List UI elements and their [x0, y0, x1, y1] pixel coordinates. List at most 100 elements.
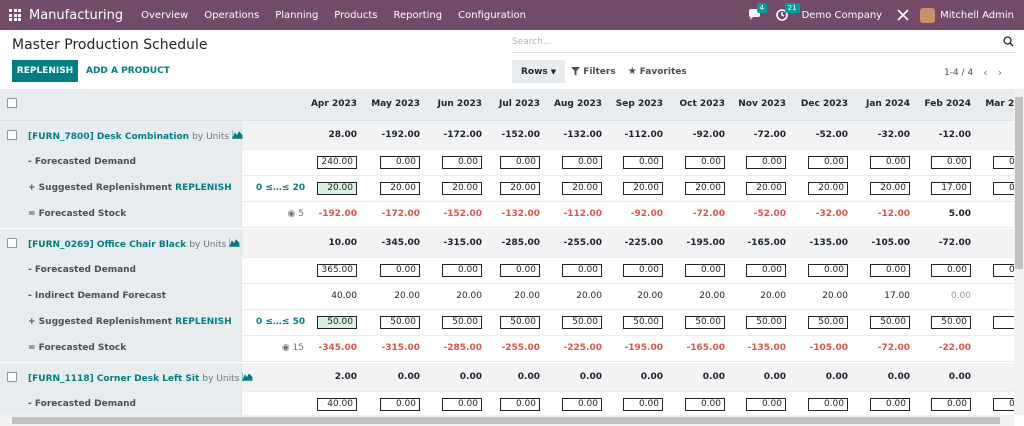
quantity-input[interactable]: 0.00	[746, 264, 786, 277]
quantity-input[interactable]: 50.00	[442, 316, 482, 329]
apps-menu-icon[interactable]	[9, 9, 21, 21]
quantity-input[interactable]: 20.00	[442, 182, 482, 195]
quantity-input[interactable]: 0.00	[808, 264, 848, 277]
quantity-input[interactable]: 17.00	[931, 182, 971, 195]
quantity-input[interactable]: 0.00	[931, 156, 971, 169]
quantity-input[interactable]: 0.00	[993, 182, 1014, 195]
quantity-input[interactable]: 0.00	[993, 398, 1014, 411]
menu-configuration[interactable]: Configuration	[458, 9, 526, 21]
quantity-input[interactable]: 0.00	[870, 156, 910, 169]
replenish-button[interactable]: REPLENISH	[12, 60, 78, 82]
menu-products[interactable]: Products	[334, 9, 378, 21]
quantity-input[interactable]: 50.00	[685, 316, 725, 329]
quantity-input[interactable]: 0.00	[623, 398, 663, 411]
chart-icon[interactable]	[231, 130, 244, 140]
product-name[interactable]: [FURN_7800] Desk Combination by Units	[28, 130, 244, 142]
quantity-input[interactable]: 0.00	[442, 264, 482, 277]
quantity-input[interactable]: 50.00	[623, 316, 663, 329]
quantity-input[interactable]: 0.00	[746, 398, 786, 411]
favorites-dropdown[interactable]: ★ Favorites	[622, 66, 693, 77]
chart-icon[interactable]	[228, 238, 241, 248]
add-product-button[interactable]: ADD A PRODUCT	[86, 66, 170, 76]
quantity-input[interactable]: 0.00	[808, 398, 848, 411]
quantity-input[interactable]: 3	[993, 316, 1014, 329]
quantity-input[interactable]: 0.00	[562, 156, 602, 169]
quantity-input[interactable]: 0.00	[562, 398, 602, 411]
min-max-range[interactable]: 0 ≤…≤ 50	[256, 317, 306, 327]
quantity-input[interactable]: 0.00	[993, 156, 1014, 169]
quantity-input[interactable]: 0.00	[380, 156, 420, 169]
horizontal-scrollbar[interactable]	[0, 415, 1014, 426]
debug-tools-icon[interactable]	[896, 8, 910, 22]
quantity-input[interactable]: 365.00	[317, 264, 357, 277]
user-menu[interactable]: Mitchell Admin	[920, 7, 1014, 23]
quantity-input[interactable]: 20.00	[623, 182, 663, 195]
pager-value[interactable]: 1-4 / 4	[944, 67, 974, 78]
menu-overview[interactable]: Overview	[141, 9, 189, 21]
quantity-input[interactable]: 20.00	[317, 182, 357, 195]
quantity-input[interactable]: 50.00	[500, 316, 540, 329]
quantity-input[interactable]: 20.00	[870, 182, 910, 195]
quantity-input[interactable]: 0.00	[500, 398, 540, 411]
messages-button[interactable]: 4	[748, 3, 768, 21]
quantity-input[interactable]: 50.00	[562, 316, 602, 329]
quantity-input[interactable]: 240.00	[317, 156, 357, 169]
row-replenish-link[interactable]: REPLENISH	[175, 183, 232, 193]
quantity-input[interactable]: 0.00	[746, 156, 786, 169]
quantity-input[interactable]: 50.00	[380, 316, 420, 329]
quantity-input[interactable]: 20.00	[562, 182, 602, 195]
quantity-input[interactable]: 0.00	[562, 264, 602, 277]
quantity-input[interactable]: 0.00	[442, 398, 482, 411]
filters-dropdown[interactable]: Filters	[565, 67, 622, 77]
quantity-input[interactable]: 0.00	[442, 156, 482, 169]
select-all-checkbox[interactable]	[7, 98, 17, 108]
chevron-right-icon[interactable]: ›	[997, 66, 1002, 79]
company-switcher[interactable]: Demo Company	[801, 9, 883, 21]
min-max-range[interactable]: 0 ≤…≤ 20	[256, 183, 306, 193]
menu-planning[interactable]: Planning	[275, 9, 319, 21]
quantity-input[interactable]: 20.00	[808, 182, 848, 195]
quantity-input[interactable]: 0.00	[500, 264, 540, 277]
vertical-scrollbar[interactable]	[1014, 89, 1024, 415]
app-brand[interactable]: Manufacturing	[29, 7, 124, 23]
quantity-input[interactable]: 50.00	[870, 316, 910, 329]
chart-icon[interactable]	[242, 372, 254, 382]
search-icon[interactable]	[1003, 36, 1014, 47]
product-title[interactable]: [FURN_0269] Office Chair Black	[28, 240, 187, 250]
product-checkbox[interactable]	[7, 130, 17, 140]
quantity-input[interactable]: 0.00	[931, 264, 971, 277]
row-replenish-link[interactable]: REPLENISH	[175, 317, 232, 327]
search-input[interactable]	[512, 33, 992, 51]
quantity-input[interactable]: 0.00	[380, 264, 420, 277]
product-name[interactable]: [FURN_1118] Corner Desk Left Sit by Unit…	[28, 372, 254, 384]
quantity-input[interactable]: 20.00	[685, 182, 725, 195]
quantity-input[interactable]: 50.00	[808, 316, 848, 329]
quantity-input[interactable]: 0.00	[623, 156, 663, 169]
product-title[interactable]: [FURN_1118] Corner Desk Left Sit	[28, 374, 200, 384]
rows-dropdown[interactable]: Rows ▼	[512, 60, 566, 83]
quantity-input[interactable]: 0.00	[685, 156, 725, 169]
quantity-input[interactable]: 0.00	[500, 156, 540, 169]
quantity-input[interactable]: 0.00	[931, 398, 971, 411]
quantity-input[interactable]: 0.00	[380, 398, 420, 411]
quantity-input[interactable]: 0.00	[870, 398, 910, 411]
product-checkbox[interactable]	[7, 372, 17, 382]
quantity-input[interactable]: 50.00	[317, 316, 357, 329]
menu-reporting[interactable]: Reporting	[393, 9, 443, 21]
quantity-input[interactable]: 20.00	[380, 182, 420, 195]
quantity-input[interactable]: 0.00	[623, 264, 663, 277]
product-title[interactable]: [FURN_7800] Desk Combination	[28, 132, 190, 142]
quantity-input[interactable]: 0.00	[685, 264, 725, 277]
product-checkbox[interactable]	[7, 238, 17, 248]
quantity-input[interactable]: 0.00	[870, 264, 910, 277]
chevron-left-icon[interactable]: ‹	[983, 66, 988, 79]
menu-operations[interactable]: Operations	[204, 9, 260, 21]
quantity-input[interactable]: 0.00	[685, 398, 725, 411]
quantity-input[interactable]: 20.00	[500, 182, 540, 195]
quantity-input[interactable]: 20.00	[746, 182, 786, 195]
quantity-input[interactable]: 50.00	[746, 316, 786, 329]
activities-button[interactable]: 21	[775, 3, 800, 21]
quantity-input[interactable]: 0.00	[993, 264, 1014, 277]
quantity-input[interactable]: 0.00	[808, 156, 848, 169]
quantity-input[interactable]: 40.00	[317, 398, 357, 411]
